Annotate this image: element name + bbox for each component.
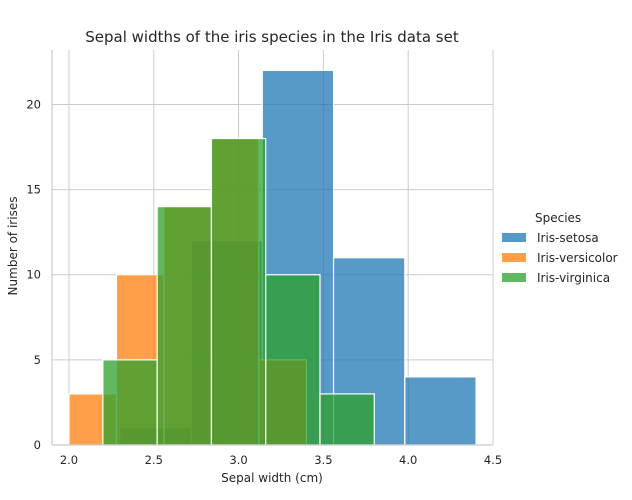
bar-virginica-4 — [319, 393, 375, 446]
bar-virginica-1 — [156, 206, 213, 446]
y-tick-label: 0 — [34, 438, 41, 452]
histogram-bars — [68, 69, 477, 446]
legend: Species Iris-setosa Iris-versicolor Iris… — [502, 211, 618, 285]
legend-label-setosa: Iris-setosa — [537, 231, 599, 245]
legend-label-versicolor: Iris-versicolor — [537, 251, 618, 265]
x-axis-label: Sepal width (cm) — [221, 471, 323, 485]
tick-labels: 2.0 2.5 3.0 3.5 4.0 4.5 0 5 10 15 20 — [26, 97, 502, 467]
legend-label-virginica: Iris-virginica — [537, 271, 610, 285]
x-tick-label: 3.0 — [229, 453, 247, 467]
bar-virginica-0 — [102, 359, 158, 446]
legend-title: Species — [535, 211, 581, 225]
x-tick-label: 2.5 — [145, 453, 163, 467]
y-axis-label: Number of irises — [6, 197, 20, 296]
y-tick-label: 15 — [26, 183, 41, 197]
bar-setosa-4 — [404, 376, 477, 446]
x-tick-label: 3.5 — [314, 453, 332, 467]
y-tick-label: 10 — [26, 268, 41, 282]
bar-virginica-2 — [210, 137, 267, 446]
chart-title: Sepal widths of the iris species in the … — [85, 28, 459, 46]
bar-virginica-3 — [265, 274, 321, 446]
legend-swatch-versicolor — [502, 253, 526, 262]
x-tick-label: 4.5 — [484, 453, 502, 467]
axis-spines — [51, 50, 493, 446]
y-tick-label: 20 — [26, 97, 41, 111]
legend-swatch-virginica — [502, 273, 526, 282]
legend-swatch-setosa — [502, 233, 526, 242]
y-tick-label: 5 — [34, 353, 41, 367]
x-tick-label: 2.0 — [60, 453, 78, 467]
x-tick-label: 4.0 — [399, 453, 417, 467]
